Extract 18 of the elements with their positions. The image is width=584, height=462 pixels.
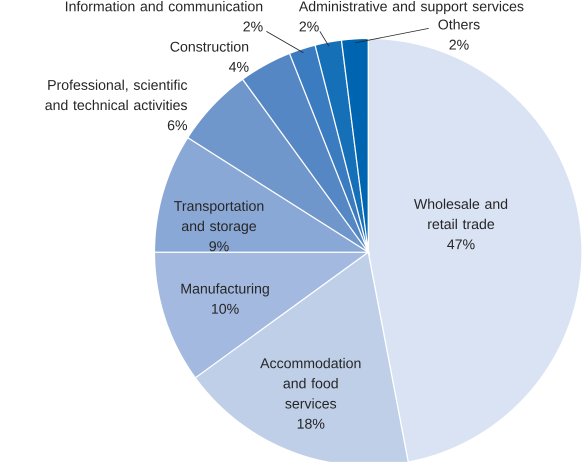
data-label: 9%: [209, 241, 229, 252]
data-label: 6%: [168, 120, 188, 130]
slice-label: Wholesale and retail trade: [414, 198, 508, 230]
slice-label: Manufacturing: [181, 283, 269, 296]
slice-label: Construction: [170, 41, 248, 52]
data-label: 47%: [447, 239, 475, 250]
slice-label: Accommodation and food services: [260, 358, 360, 409]
data-label: 4%: [228, 62, 249, 72]
slice-label: Others: [438, 19, 480, 30]
data-label: 2%: [449, 40, 469, 50]
slice-label: Information and communication: [66, 1, 262, 12]
slice-label: Administrative and support services: [298, 1, 524, 14]
data-label: 2%: [300, 22, 319, 32]
slice-label: Professional, scientific and technical activities: [45, 80, 188, 110]
data-label: 10%: [212, 304, 239, 314]
slice-label: Transportation and storage: [174, 200, 264, 234]
data-label: 18%: [298, 418, 324, 429]
data-label: 2%: [243, 22, 263, 32]
